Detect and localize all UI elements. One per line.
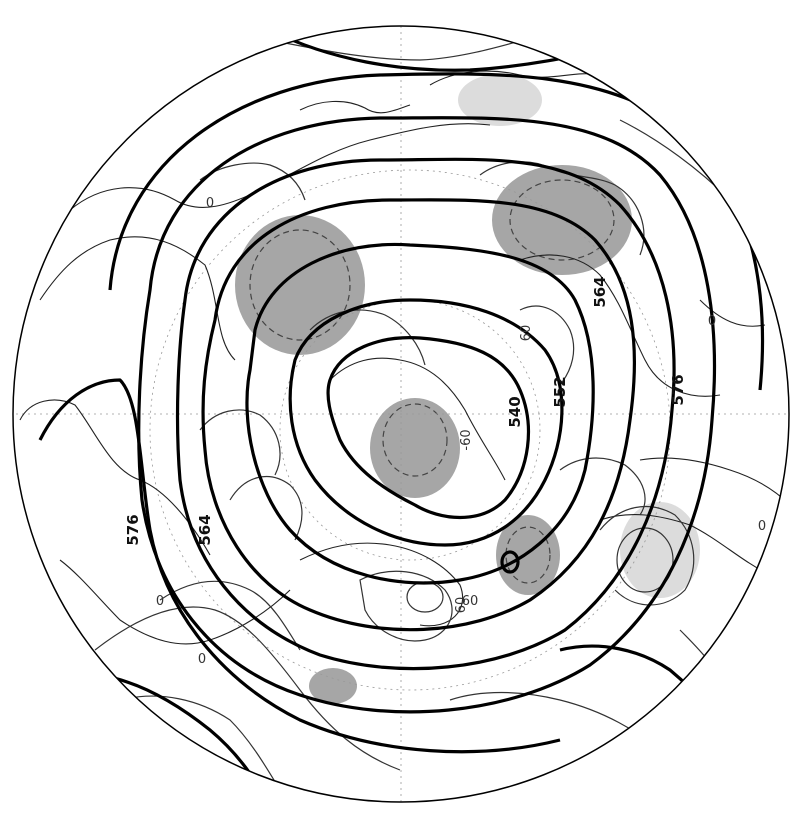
anomaly-contour	[269, 29, 561, 61]
coastline	[299, 542, 464, 627]
thick-contour-label: 564	[196, 514, 214, 545]
anomaly-contour	[199, 162, 306, 201]
negative-contour	[505, 526, 551, 584]
thin-contour-label: 0	[198, 652, 206, 667]
anomaly-contour	[94, 606, 401, 771]
thin-contour-label: 0	[206, 196, 214, 211]
shaded-anomaly-region	[492, 165, 632, 275]
height-contour-closed	[500, 550, 520, 574]
height-contour-outer	[38, 378, 561, 754]
anomaly-contour	[679, 629, 731, 701]
height-contour-outer	[108, 72, 765, 391]
anomaly-contour	[559, 457, 646, 516]
height-contour-552	[288, 298, 564, 547]
height-contour-540	[326, 336, 530, 519]
coastline	[299, 100, 411, 114]
coastline	[519, 254, 721, 397]
thick-contour-label: 564	[591, 276, 609, 307]
anomaly-contour	[619, 119, 789, 291]
thin-contour-label: -60	[459, 429, 474, 450]
anomaly-contour	[119, 695, 281, 791]
height-contour-564-inner	[245, 242, 595, 585]
thick-contour-label: 576	[669, 374, 687, 405]
negative-contour	[382, 403, 448, 477]
thin-contour-label: 60	[454, 597, 469, 614]
thin-contour-label: 60	[519, 325, 534, 342]
negative-contour	[509, 179, 615, 261]
height-contour-576-inner	[175, 157, 676, 671]
anomaly-contour	[229, 476, 303, 541]
anomaly-contour	[199, 409, 281, 476]
coastline	[699, 299, 766, 327]
shaded-anomaly-region	[458, 74, 542, 126]
coastline	[329, 357, 506, 481]
shaded-anomaly-region	[370, 398, 460, 498]
thick-contour-label: 576	[124, 514, 142, 545]
thin-contour-label: 60	[462, 594, 479, 609]
negative-contour	[249, 229, 351, 341]
thick-contour-label: 540	[506, 396, 524, 427]
height-contour-564	[201, 198, 637, 632]
thin-contour-label: 0	[758, 519, 766, 534]
anomaly-contour	[359, 570, 453, 642]
height-contour-outer	[269, 28, 651, 72]
height-contour-outer	[39, 672, 272, 802]
shaded-anomaly-region	[620, 502, 700, 598]
thin-contour-label: 0	[708, 314, 716, 329]
shaded-anomaly-region	[309, 668, 357, 704]
anomaly-contour	[309, 309, 426, 366]
coastline	[19, 399, 211, 556]
anomaly-contour	[519, 305, 575, 386]
anomaly-contour	[159, 580, 301, 651]
thin-contour-label: 0	[156, 594, 164, 609]
coastline	[39, 236, 236, 361]
anomaly-contour	[406, 581, 444, 613]
map-boundary	[12, 25, 790, 803]
thick-contour-label: 552	[551, 376, 569, 407]
height-contour-outer	[559, 644, 742, 751]
